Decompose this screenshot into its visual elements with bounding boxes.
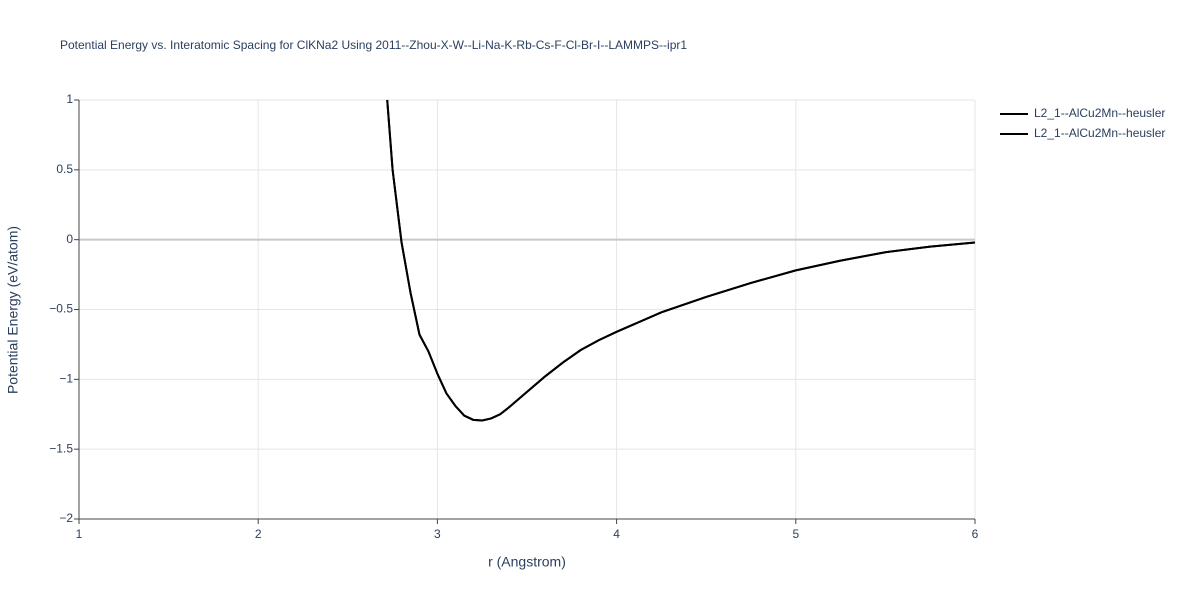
line-series (386, 99, 976, 422)
y-axis-title: Potential Energy (eV/atom) (5, 226, 21, 394)
x-tick-label: 1 (76, 527, 83, 541)
y-tick-label: 1 (66, 92, 73, 106)
y-tick-label: −1.5 (49, 441, 73, 455)
x-tick-label: 4 (613, 527, 620, 541)
chart-title: Potential Energy vs. Interatomic Spacing… (60, 38, 687, 52)
y-tick-label: −1 (59, 372, 73, 386)
line-series (386, 99, 976, 422)
x-tick-label: 6 (972, 527, 979, 541)
legend-label: L2_1--AlCu2Mn--heusler (1034, 126, 1165, 140)
y-tick-label: 0 (66, 232, 73, 246)
x-tick-label: 5 (792, 527, 799, 541)
y-tick-label: −2 (59, 511, 73, 525)
y-tick-label: 0.5 (56, 162, 73, 176)
x-axis-title: r (Angstrom) (488, 554, 566, 570)
x-tick-label: 3 (434, 527, 441, 541)
x-tick-label: 2 (255, 527, 262, 541)
y-tick-label: −0.5 (49, 302, 73, 316)
legend-label: L2_1--AlCu2Mn--heusler (1034, 106, 1165, 120)
